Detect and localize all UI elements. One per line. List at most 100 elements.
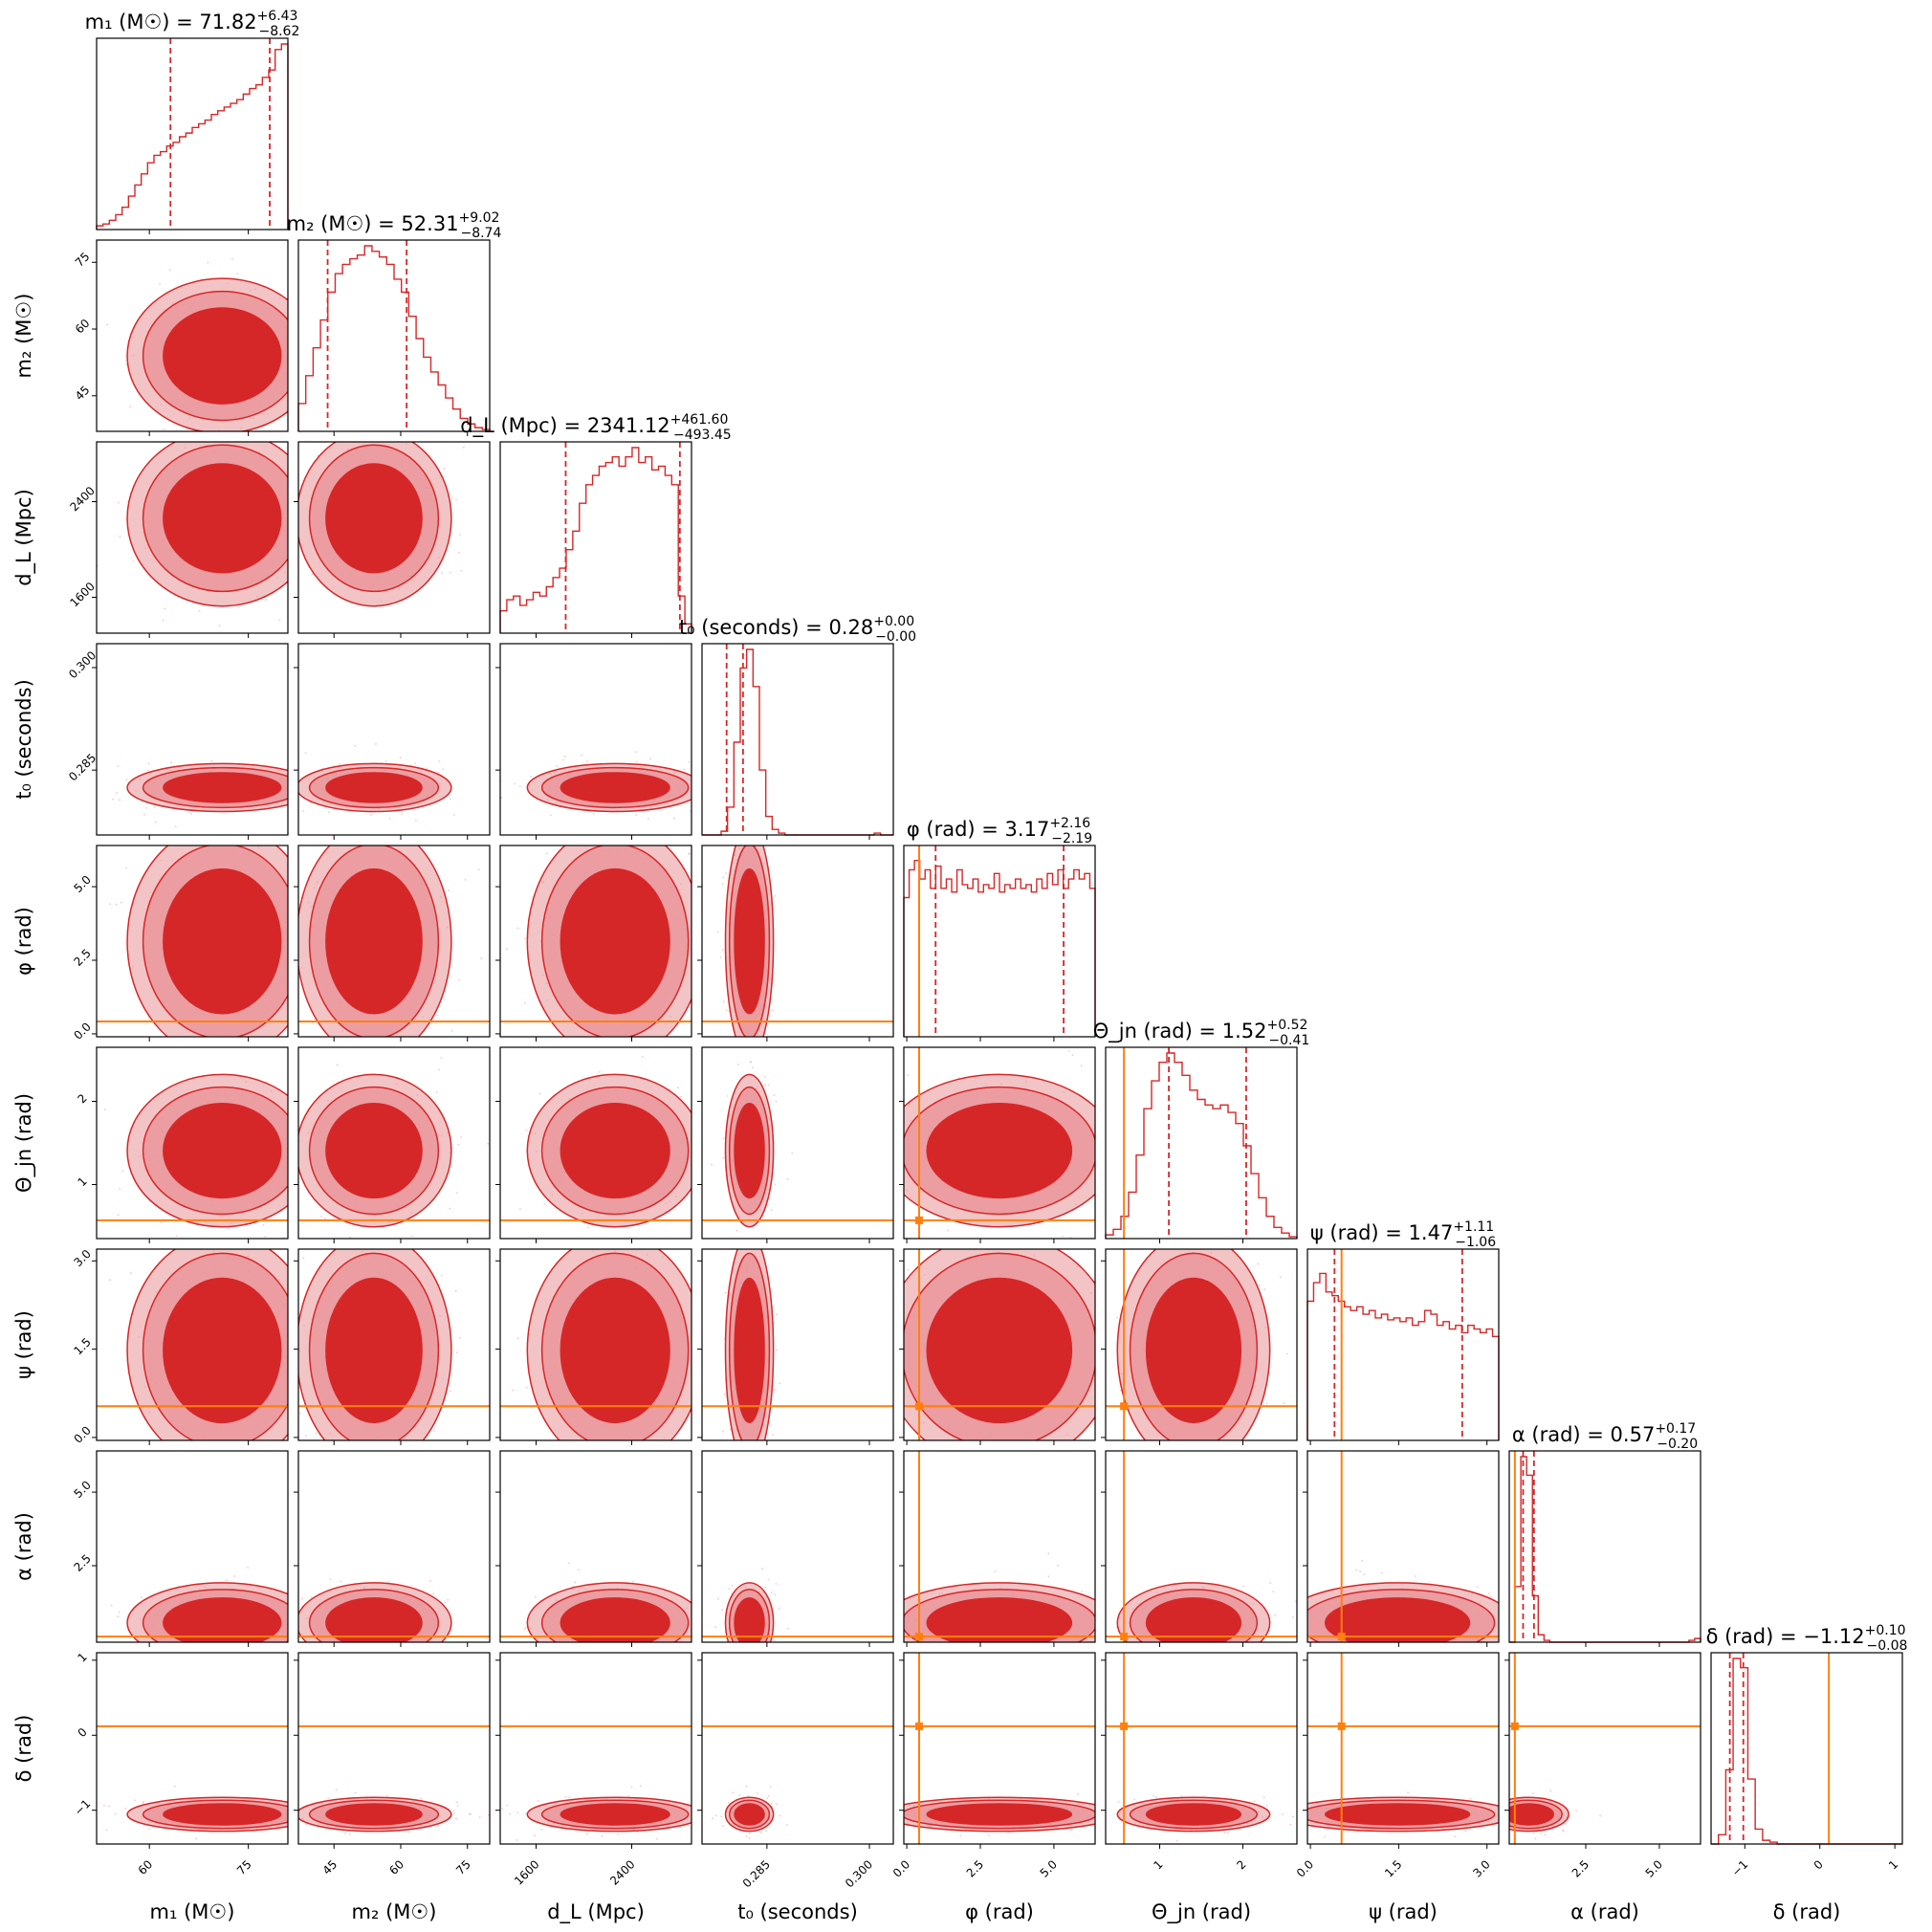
title-m2: m₂ (M☉) = 52.31+9.02 −8.74: [287, 210, 502, 241]
sample-point: [198, 609, 201, 612]
sample-point: [725, 1009, 728, 1012]
panel-frame: [96, 1450, 289, 1643]
sample-point: [714, 792, 716, 794]
sample-point: [1526, 1788, 1527, 1789]
sample-point: [753, 1657, 755, 1658]
injection-marker: [1120, 1722, 1129, 1730]
sample-point: [773, 1094, 776, 1097]
sample-point: [648, 757, 651, 760]
sample-point: [199, 1649, 201, 1651]
sample-point: [727, 1516, 729, 1518]
sample-point: [699, 1622, 701, 1624]
sample-point: [457, 978, 460, 981]
y-axis-label-phi: φ (rad): [12, 907, 35, 976]
sample-point: [607, 1656, 609, 1658]
sample-point: [168, 269, 171, 272]
sample-point: [766, 1797, 769, 1800]
contour-inner: [325, 867, 423, 1015]
panel-m2-vs-psi: [294, 1248, 491, 1455]
sample-point: [1532, 1833, 1535, 1834]
sample-point: [500, 797, 503, 799]
sample-point: [265, 1447, 267, 1449]
sample-point: [760, 782, 762, 784]
sample-point: [1250, 1650, 1252, 1652]
sample-point: [714, 1626, 717, 1629]
sample-point: [381, 1649, 383, 1651]
sample-point: [698, 1619, 700, 1621]
sample-point: [493, 995, 494, 997]
sample-point: [591, 1650, 593, 1652]
sample-point: [672, 817, 675, 820]
sample-point: [1156, 1236, 1158, 1238]
sample-point: [1226, 1832, 1229, 1834]
sample-point: [1263, 1288, 1265, 1291]
sample-point: [933, 1646, 935, 1648]
sample-point: [791, 1153, 794, 1154]
sample-point: [765, 1242, 767, 1244]
sample-point: [376, 1039, 378, 1041]
sample-point: [688, 852, 691, 855]
x-tick-label-dL: 1600: [512, 1857, 541, 1887]
sample-point: [354, 1791, 357, 1794]
sample-point: [742, 1448, 744, 1450]
sample-point: [869, 1311, 871, 1313]
sample-point: [874, 1820, 876, 1822]
sample-point: [385, 1794, 388, 1797]
sample-point: [441, 572, 443, 574]
sample-point: [345, 1670, 347, 1672]
sample-point: [1043, 1659, 1045, 1661]
sample-point: [1415, 1575, 1416, 1578]
panel-m2-vs-phi: [294, 830, 494, 1100]
sample-point: [264, 1680, 266, 1681]
sample-point: [301, 1098, 303, 1100]
panel-frame: [96, 1248, 289, 1441]
sample-point: [574, 1648, 576, 1650]
sample-point: [564, 1795, 567, 1798]
sample-point: [994, 1570, 997, 1573]
sample-point: [1267, 1317, 1270, 1319]
sample-point: [526, 1387, 528, 1389]
sample-point: [840, 1394, 842, 1396]
sample-point: [448, 889, 450, 891]
sample-point: [1393, 1665, 1394, 1667]
sample-point: [863, 1814, 865, 1816]
sample-point: [376, 830, 378, 832]
hist-panel-theta_jn: Θ_jn (rad) = 1.52+0.52 −0.41: [1093, 1018, 1309, 1243]
sample-point: [413, 1040, 415, 1042]
hist-panel-alpha: α (rad) = 0.57+0.17 −0.20: [1508, 1421, 1701, 1647]
sample-point: [748, 1836, 751, 1839]
sample-point: [198, 1656, 200, 1658]
sample-point: [225, 1579, 228, 1582]
sample-point: [1116, 1805, 1118, 1807]
sample-point: [386, 1453, 388, 1455]
sample-point: [887, 1208, 889, 1210]
x-axis-label-theta_jn: Θ_jn (rad): [1152, 1900, 1251, 1924]
sample-point: [749, 842, 751, 844]
sample-point: [755, 1675, 757, 1677]
sample-point: [438, 760, 441, 763]
sample-point: [292, 1622, 294, 1624]
y-axis-label-psi: ψ (rad): [12, 1310, 35, 1379]
panel-m2-vs-dL: [294, 441, 491, 638]
hist-panel-m2: m₂ (M☉) = 52.31+9.02 −8.74: [287, 210, 502, 436]
sample-point: [1349, 1664, 1350, 1666]
x-axis-label-psi: ψ (rad): [1369, 1900, 1438, 1923]
injection-marker: [915, 1216, 923, 1224]
panel-frame: [297, 1450, 491, 1643]
sample-point: [654, 1647, 656, 1649]
sample-point: [1534, 1837, 1537, 1840]
sample-point: [320, 760, 322, 762]
sample-point: [1001, 1240, 1003, 1242]
sample-point: [568, 1796, 571, 1799]
contour-inner: [1324, 1597, 1471, 1642]
sample-point: [460, 569, 463, 572]
sample-point: [1599, 1814, 1602, 1817]
y-tick-label-phi: 5.0: [71, 873, 93, 895]
y-tick-label-m2: 75: [73, 250, 93, 270]
sample-point: [406, 1643, 408, 1645]
sample-point: [137, 1075, 139, 1077]
sample-point: [898, 1812, 900, 1814]
panel-m2-vs-alpha: [198, 1450, 491, 1672]
sample-point: [699, 1338, 701, 1340]
sample-point: [740, 1659, 742, 1661]
